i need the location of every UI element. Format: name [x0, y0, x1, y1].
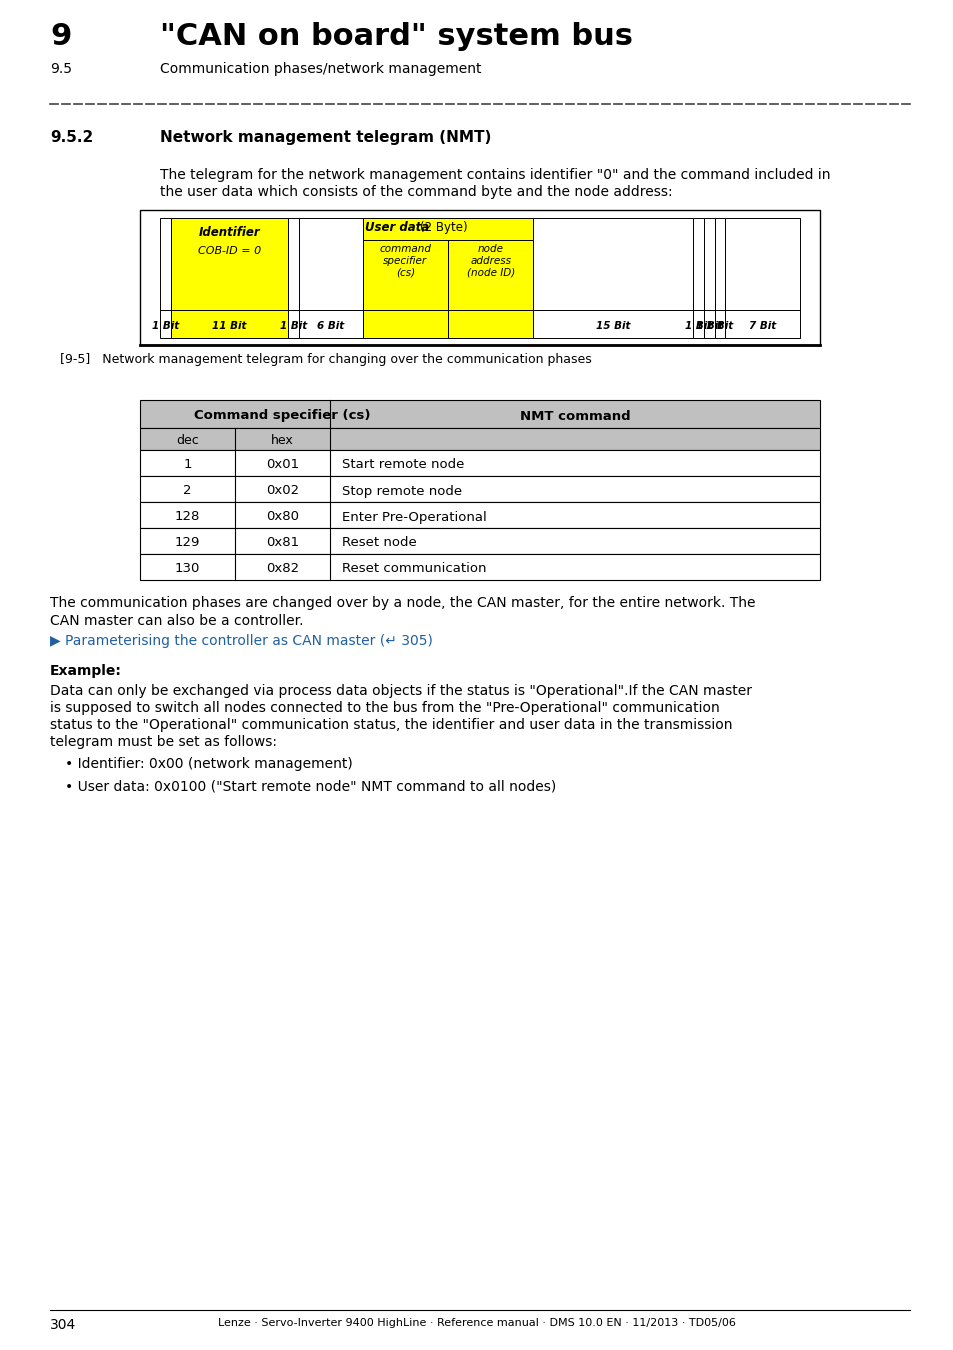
Text: [9-5]   Network management telegram for changing over the communication phases: [9-5] Network management telegram for ch… [60, 352, 591, 366]
Text: 130: 130 [174, 563, 200, 575]
Text: hex: hex [271, 435, 294, 447]
Bar [448, 310, 533, 338]
Bar [140, 428, 820, 450]
Bar [362, 310, 448, 338]
Text: User data: User data [364, 221, 428, 234]
Text: is supposed to switch all nodes connected to the bus from the "Pre-Operational" : is supposed to switch all nodes connecte… [50, 701, 719, 716]
Text: node
address
(node ID): node address (node ID) [466, 244, 515, 277]
Text: Data can only be exchanged via process data objects if the status is "Operationa: Data can only be exchanged via process d… [50, 684, 751, 698]
Bar [298, 310, 362, 338]
Bar [693, 310, 703, 338]
Text: • User data: 0x0100 ("Start remote node" NMT command to all nodes): • User data: 0x0100 ("Start remote node"… [65, 779, 556, 792]
Text: telegram must be set as follows:: telegram must be set as follows: [50, 734, 276, 749]
Text: 1: 1 [183, 459, 192, 471]
Bar [140, 528, 820, 554]
Text: The telegram for the network management contains identifier "0" and the command : The telegram for the network management … [160, 167, 830, 182]
Bar [703, 217, 714, 310]
Text: NMT command: NMT command [519, 409, 630, 423]
Bar [140, 450, 820, 477]
Text: dec: dec [176, 435, 198, 447]
Text: COB-ID = 0: COB-ID = 0 [197, 246, 261, 256]
Text: 1 Bit: 1 Bit [684, 321, 712, 331]
Bar [362, 217, 448, 310]
Text: 15 Bit: 15 Bit [596, 321, 630, 331]
Text: 304: 304 [50, 1318, 76, 1332]
Text: the user data which consists of the command byte and the node address:: the user data which consists of the comm… [160, 185, 672, 198]
Text: 0x02: 0x02 [266, 485, 298, 498]
Bar [714, 217, 724, 310]
Bar [288, 310, 298, 338]
Text: 128: 128 [174, 510, 200, 524]
Text: Reset communication: Reset communication [341, 563, 486, 575]
Text: Identifier: Identifier [198, 225, 260, 239]
Text: 9.5: 9.5 [50, 62, 71, 76]
Text: 0x82: 0x82 [266, 563, 298, 575]
Bar [693, 217, 703, 310]
Bar [140, 502, 820, 528]
Text: Stop remote node: Stop remote node [341, 485, 461, 498]
Text: Command specifier (cs): Command specifier (cs) [194, 409, 371, 423]
Text: 1 Bit: 1 Bit [695, 321, 722, 331]
Text: 11 Bit: 11 Bit [212, 321, 246, 331]
Bar [140, 477, 820, 502]
Bar [448, 217, 533, 310]
Text: command
specifier
(cs): command specifier (cs) [379, 244, 431, 277]
Text: 6 Bit: 6 Bit [316, 321, 344, 331]
Text: 2: 2 [183, 485, 192, 498]
Text: "CAN on board" system bus: "CAN on board" system bus [160, 22, 633, 51]
Bar [298, 217, 362, 310]
Text: 0x81: 0x81 [266, 536, 298, 549]
Bar [533, 217, 693, 310]
Bar [703, 310, 714, 338]
Text: (2 Byte): (2 Byte) [419, 221, 467, 234]
Bar [171, 310, 288, 338]
Bar [140, 211, 820, 346]
Text: 7 Bit: 7 Bit [748, 321, 776, 331]
Bar [160, 217, 171, 310]
Bar [724, 310, 800, 338]
Text: 9.5.2: 9.5.2 [50, 130, 93, 144]
Text: CAN master can also be a controller.: CAN master can also be a controller. [50, 614, 303, 628]
Text: Communication phases/network management: Communication phases/network management [160, 62, 481, 76]
Text: Reset node: Reset node [341, 536, 416, 549]
Bar [288, 217, 298, 310]
Bar [140, 400, 820, 428]
Text: The communication phases are changed over by a node, the CAN master, for the ent: The communication phases are changed ove… [50, 595, 755, 610]
Text: 0x01: 0x01 [266, 459, 298, 471]
Bar [140, 554, 820, 580]
Bar [362, 217, 533, 240]
Text: Network management telegram (NMT): Network management telegram (NMT) [160, 130, 491, 144]
Text: 1 Bit: 1 Bit [705, 321, 733, 331]
Text: Enter Pre-Operational: Enter Pre-Operational [341, 510, 486, 524]
Bar [714, 310, 724, 338]
Text: ▶ Parameterising the controller as CAN master (↵ 305): ▶ Parameterising the controller as CAN m… [50, 634, 433, 648]
Text: Lenze · Servo-Inverter 9400 HighLine · Reference manual · DMS 10.0 EN · 11/2013 : Lenze · Servo-Inverter 9400 HighLine · R… [218, 1318, 735, 1328]
Text: Example:: Example: [50, 664, 122, 678]
Text: status to the "Operational" communication status, the identifier and user data i: status to the "Operational" communicatio… [50, 718, 732, 732]
Text: 1 Bit: 1 Bit [279, 321, 307, 331]
Text: 0x80: 0x80 [266, 510, 298, 524]
Bar [160, 310, 171, 338]
Text: Start remote node: Start remote node [341, 459, 464, 471]
Bar [724, 217, 800, 310]
Text: 1 Bit: 1 Bit [152, 321, 179, 331]
Text: • Identifier: 0x00 (network management): • Identifier: 0x00 (network management) [65, 757, 353, 771]
Text: 9: 9 [50, 22, 71, 51]
Bar [171, 217, 288, 310]
Text: 129: 129 [174, 536, 200, 549]
Bar [533, 310, 693, 338]
